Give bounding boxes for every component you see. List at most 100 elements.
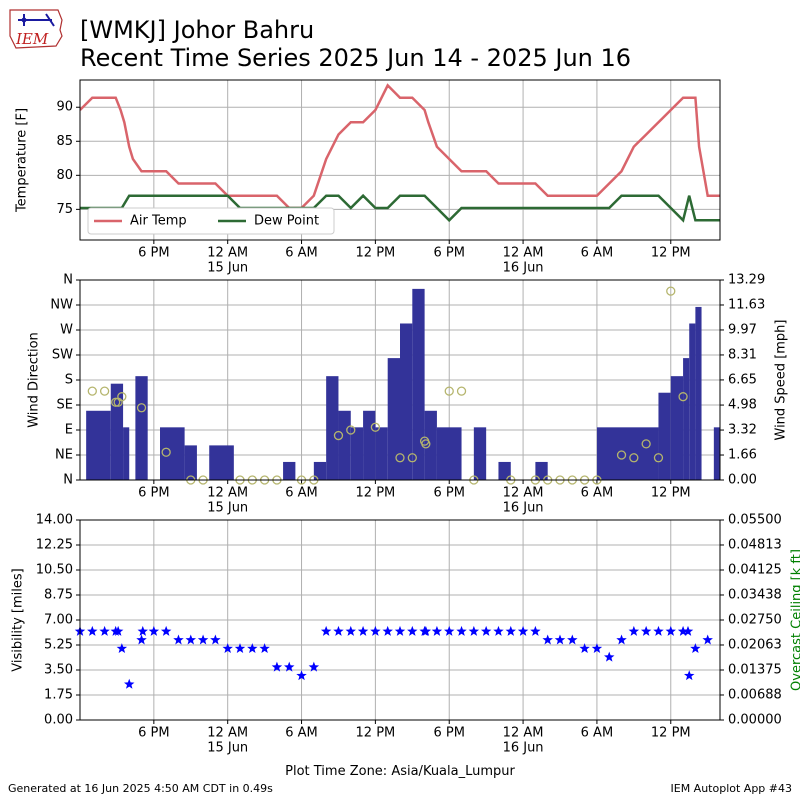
visibility-point <box>456 625 467 636</box>
y2-tick-label: 0.03438 <box>728 587 782 602</box>
x-tick-label: 12 AM <box>503 726 544 741</box>
visibility-point <box>684 670 695 681</box>
y-tick-label: 80 <box>56 168 73 183</box>
visibility-point <box>554 634 566 645</box>
x-tick-label: 12 AM <box>503 246 544 261</box>
x-date-label: 16 Jun <box>503 261 544 276</box>
visibility-point <box>148 625 160 636</box>
y-tick-label: 0.00 <box>44 713 73 728</box>
y-tick-label: 1.75 <box>44 688 73 703</box>
wind-speed-bar <box>596 427 659 480</box>
wind-speed-bar <box>86 410 111 480</box>
visibility-point <box>444 625 455 636</box>
x-tick-label: 12 AM <box>207 486 248 501</box>
wind-speed-bar <box>670 376 684 480</box>
wind-speed-bar <box>283 461 296 480</box>
y2-tick-label: 9.97 <box>728 322 757 337</box>
visibility-point <box>616 634 627 645</box>
y-tick-label: W <box>60 323 73 338</box>
visibility-point <box>99 625 110 636</box>
y2-tick-label: 11.63 <box>728 297 765 312</box>
wind-direction-point <box>678 392 688 402</box>
y-tick-label: 12.25 <box>36 538 73 553</box>
visibility-point <box>653 625 664 636</box>
visibility-point <box>357 625 369 636</box>
visibility-point <box>345 625 356 636</box>
x-tick-label: 12 PM <box>356 726 396 741</box>
legend-label-dew-point: Dew Point <box>254 214 319 229</box>
y-tick-label: 5.25 <box>44 638 73 653</box>
y-tick-label: 10.50 <box>36 563 73 578</box>
wind-speed-bar <box>658 392 671 480</box>
dew-point-line <box>80 193 720 223</box>
x-tick-label: 12 AM <box>207 726 248 741</box>
legend-box <box>87 207 335 235</box>
visibility-point <box>579 643 590 654</box>
wind-direction-point <box>653 453 664 463</box>
legend-label-air-temp: Air Temp <box>130 214 187 229</box>
y2-tick-label: 3.32 <box>728 423 757 438</box>
x-tick-label: 6 PM <box>433 486 464 501</box>
visibility-point <box>431 625 443 636</box>
visibility-point <box>682 625 694 636</box>
generated-footer: Generated at 16 Jun 2025 4:50 AM CDT in … <box>8 782 273 795</box>
wind-speed-bar <box>436 427 462 480</box>
wind-direction-point <box>117 392 127 402</box>
y-tick-label: 3.50 <box>44 663 73 678</box>
visibility-point <box>333 625 344 636</box>
visibility-point <box>259 643 270 654</box>
wind-direction-point <box>99 386 110 396</box>
y-tick-label: N <box>63 473 73 488</box>
wind-speed-bar <box>713 427 720 480</box>
x-tick-label: 6 PM <box>138 246 169 261</box>
plot-frame <box>79 79 721 241</box>
x-tick-label: 12 PM <box>356 486 396 501</box>
x-tick-label: 6 AM <box>581 246 614 261</box>
wind-speed-bar <box>135 376 148 480</box>
wind-speed-bar <box>350 427 364 480</box>
visibility-point <box>394 625 406 636</box>
wind-speed-bar <box>184 445 197 480</box>
x-date-label: 15 Jun <box>207 741 248 756</box>
y2-axis-label: Wind Speed [mph] <box>774 320 789 441</box>
x-tick-label: 6 AM <box>581 486 614 501</box>
wind-speed-bar <box>110 383 124 480</box>
visibility-point <box>112 625 124 636</box>
plot-frame <box>79 519 721 721</box>
visibility-point <box>296 670 307 681</box>
wind-direction-point <box>641 439 651 449</box>
y2-tick-label: 0.04125 <box>728 563 782 578</box>
visibility-point <box>320 625 332 636</box>
y-tick-label: 7.00 <box>44 613 73 628</box>
wind-direction-point <box>395 453 405 463</box>
air-temp-line <box>80 83 720 210</box>
y2-tick-label: 8.31 <box>728 347 757 362</box>
wind-direction-point <box>161 447 171 457</box>
visibility-point <box>234 643 246 654</box>
wind-speed-bar <box>326 376 339 480</box>
x-tick-label: 12 PM <box>651 246 691 261</box>
visibility-point <box>124 678 135 689</box>
wind-speed-bar <box>689 323 696 480</box>
wind-speed-bar <box>683 358 690 480</box>
y2-tick-label: 0.01375 <box>728 663 782 678</box>
y2-tick-label: 4.98 <box>728 398 757 413</box>
x-tick-label: 6 AM <box>285 246 318 261</box>
y2-tick-label: 0.02063 <box>728 637 782 652</box>
y2-tick-label: 0.04813 <box>728 537 782 552</box>
y-axis-label: Temperature [F] <box>15 108 30 213</box>
svg-text:IEM: IEM <box>15 30 49 48</box>
wind-direction-point <box>456 386 467 396</box>
y-axis-label: Wind Direction <box>27 332 42 428</box>
y-tick-label: 90 <box>56 100 73 115</box>
visibility-point <box>308 661 320 672</box>
visibility-point <box>690 643 701 654</box>
visibility-point <box>370 625 381 636</box>
wind-speed-bar <box>498 461 511 480</box>
visibility-point <box>640 625 652 636</box>
visibility-point <box>210 634 221 645</box>
wind-direction-point <box>87 386 97 396</box>
visibility-point <box>185 634 196 645</box>
visibility-point <box>197 634 209 645</box>
